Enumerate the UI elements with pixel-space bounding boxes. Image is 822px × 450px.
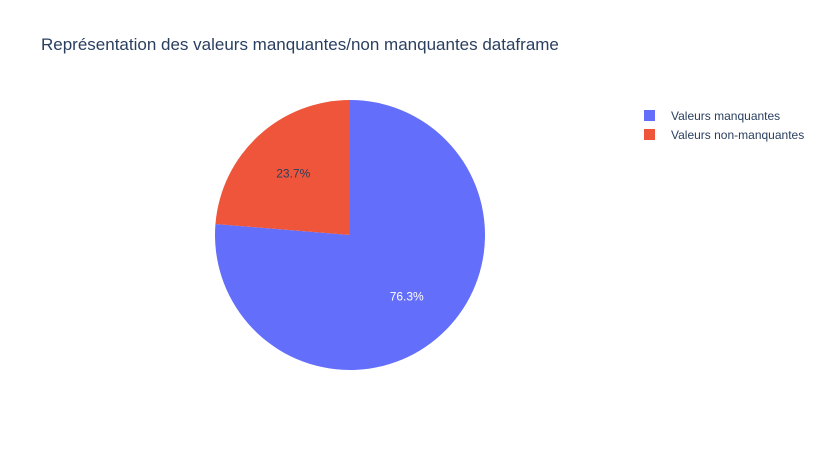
pie-slice-label-0: 76.3% [390, 290, 424, 304]
legend-swatch [644, 110, 655, 121]
legend-swatch [644, 129, 655, 140]
legend-label: Valeurs non-manquantes [671, 127, 805, 142]
legend[interactable]: Valeurs manquantes Valeurs non-manquante… [644, 106, 804, 144]
chart-title: Représentation des valeurs manquantes/no… [41, 35, 559, 54]
legend-label: Valeurs manquantes [671, 108, 781, 123]
legend-item-non-manquantes[interactable]: Valeurs non-manquantes [644, 125, 804, 144]
pie-slice-1[interactable] [215, 100, 350, 235]
legend-item-manquantes[interactable]: Valeurs manquantes [644, 106, 804, 125]
pie-slice-label-1: 23.7% [276, 166, 310, 180]
